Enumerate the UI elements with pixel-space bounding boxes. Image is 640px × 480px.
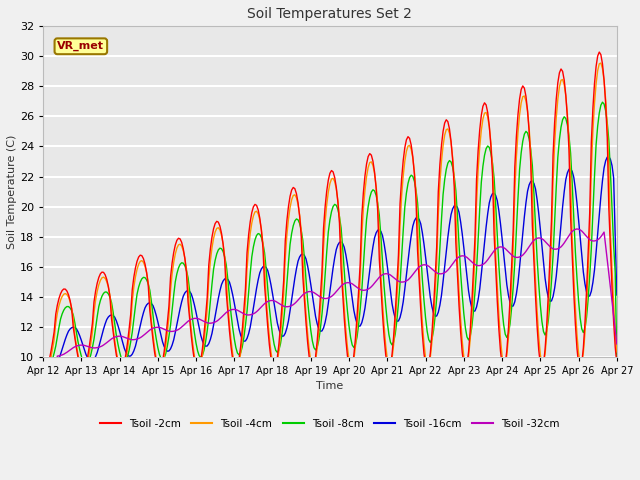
Title: Soil Temperatures Set 2: Soil Temperatures Set 2 [248, 7, 412, 21]
Y-axis label: Soil Temperature (C): Soil Temperature (C) [7, 134, 17, 249]
Legend: Tsoil -2cm, Tsoil -4cm, Tsoil -8cm, Tsoil -16cm, Tsoil -32cm: Tsoil -2cm, Tsoil -4cm, Tsoil -8cm, Tsoi… [95, 415, 564, 433]
Text: VR_met: VR_met [58, 41, 104, 51]
X-axis label: Time: Time [316, 382, 344, 391]
